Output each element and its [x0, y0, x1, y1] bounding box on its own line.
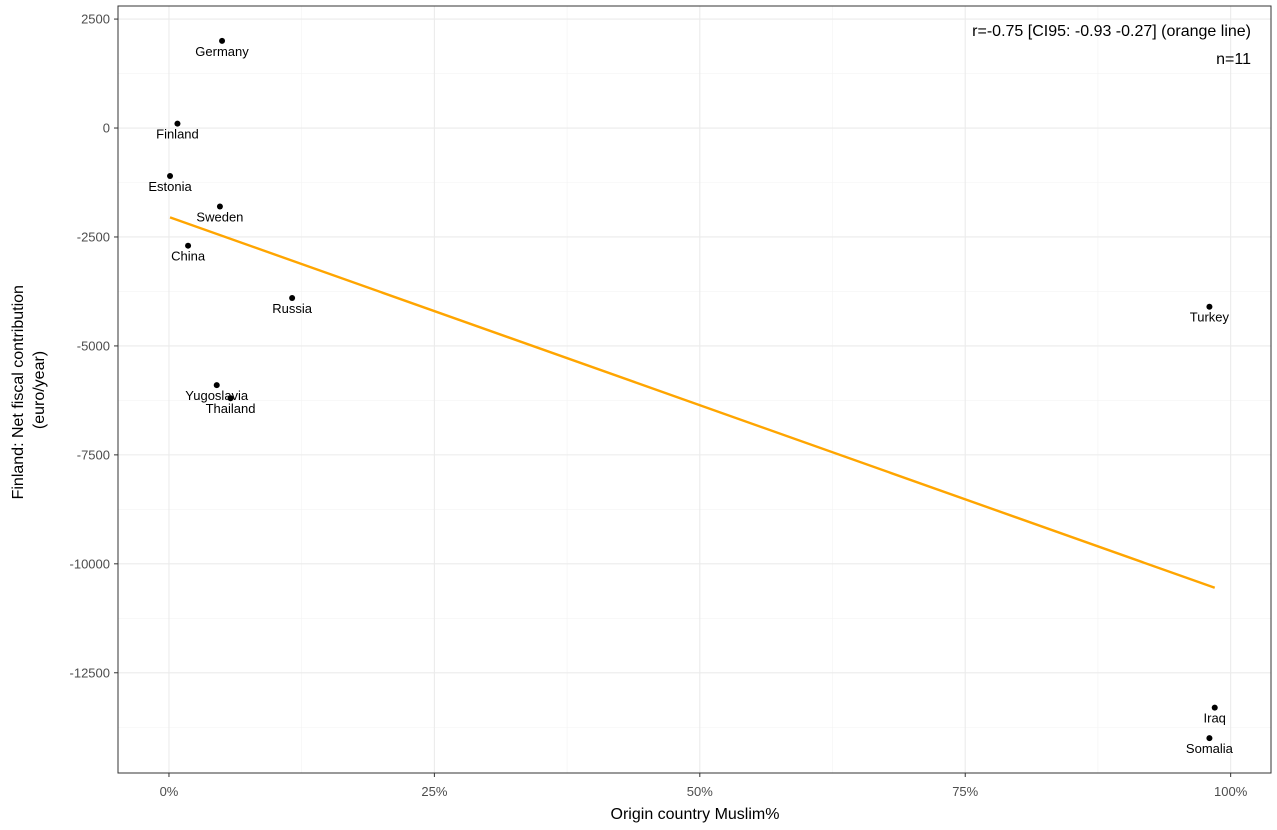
point-label: China: [171, 249, 206, 264]
data-point: [216, 203, 223, 210]
data-point: [174, 120, 181, 127]
correlation-annotation: r=-0.75 [CI95: -0.93 -0.27] (orange line…: [972, 23, 1251, 40]
y-tick-label: -7500: [77, 447, 110, 462]
point-label: Iraq: [1204, 711, 1226, 726]
data-point: [227, 395, 234, 402]
point-label: Germany: [195, 44, 249, 59]
minor-gridlines: [118, 6, 1271, 773]
y-tick-label: -5000: [77, 338, 110, 353]
point-label: Thailand: [206, 401, 256, 416]
y-tick-label: -10000: [70, 556, 110, 571]
x-tick-label: 0%: [160, 784, 179, 799]
x-tick-label: 50%: [687, 784, 713, 799]
plot-border: [117, 5, 1272, 774]
x-tick-label: 25%: [421, 784, 447, 799]
y-axis-title-line-1: Finland: Net fiscal contribution: [10, 285, 27, 499]
fit-line-group: [169, 216, 1216, 589]
data-point: [1211, 704, 1218, 711]
fit-line: [169, 216, 1216, 589]
y-tick-label: -12500: [70, 665, 110, 680]
data-point: [219, 37, 226, 44]
x-axis-title: Origin country Muslim%: [611, 806, 780, 823]
data-point: [289, 294, 296, 301]
major-gridlines: [118, 6, 1271, 773]
point-label: Estonia: [148, 179, 192, 194]
point-label: Finland: [156, 127, 199, 142]
point-label: Russia: [272, 301, 313, 316]
plot-background: [118, 6, 1271, 773]
y-tick-label: 2500: [81, 12, 110, 27]
data-point: [1206, 735, 1213, 742]
y-axis-title: Finland: Net fiscal contribution (euro/y…: [10, 281, 48, 500]
x-axis-ticks: 0% 25% 50% 75% 100%: [160, 773, 1248, 799]
point-label: Somalia: [1186, 741, 1234, 756]
x-tick-label: 100%: [1214, 784, 1248, 799]
data-point: [1206, 303, 1213, 310]
point-labels: Germany Finland Estonia Sweden China Russia Yu…: [148, 44, 1233, 756]
point-label: Turkey: [1190, 310, 1230, 325]
data-point: [167, 172, 174, 179]
x-tick-label: 75%: [952, 784, 978, 799]
y-axis-title-line-2: (euro/year): [31, 351, 48, 429]
data-point: [185, 242, 192, 249]
point-label: Sweden: [196, 209, 243, 224]
y-tick-label: 0: [103, 121, 110, 136]
data-point: [213, 382, 220, 389]
point-label: Yugoslavia: [185, 388, 249, 403]
data-points: [167, 37, 1218, 742]
y-axis-ticks: 2500 0 -2500 -5000 -7500 -10000 -12500: [70, 12, 118, 680]
y-tick-label: -2500: [77, 229, 110, 244]
sample-size-annotation: n=11: [1216, 51, 1251, 68]
